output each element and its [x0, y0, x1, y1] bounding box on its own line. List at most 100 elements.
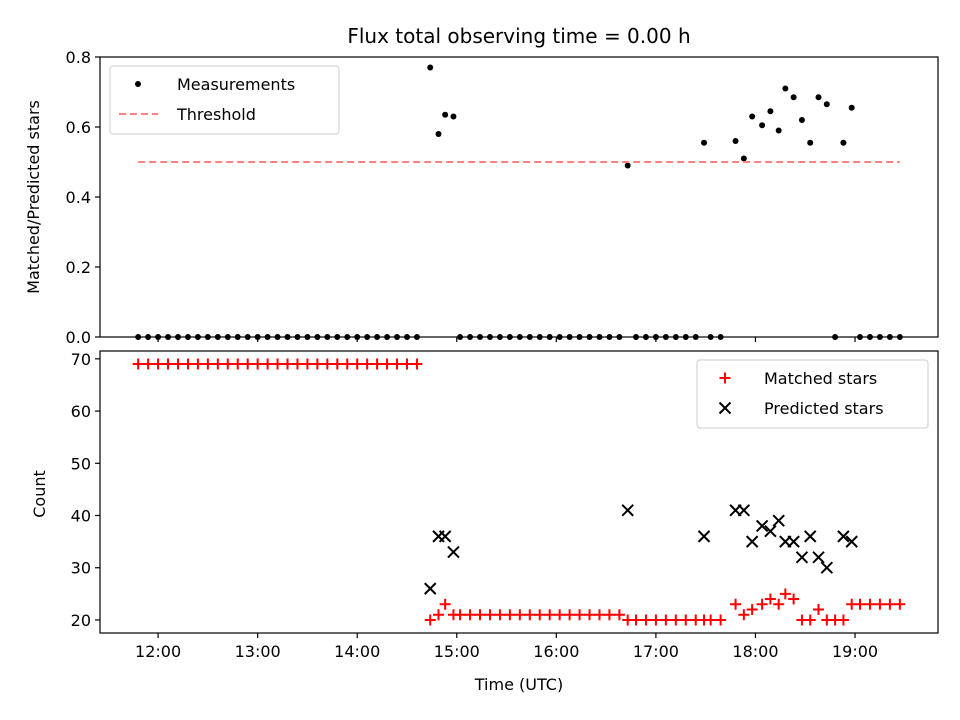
- measurement-point: [194, 334, 201, 340]
- measurement-point: [652, 334, 659, 340]
- measurement-point: [876, 334, 883, 340]
- matched-stars-point: [321, 358, 333, 370]
- measurement-point: [506, 334, 513, 340]
- measurement-point: [155, 334, 162, 340]
- predicted-stars-point: [621, 504, 634, 517]
- measurement-point: [496, 334, 503, 340]
- measurement-point: [477, 334, 484, 340]
- bottom-x-axis-label: Time (UTC): [474, 675, 563, 694]
- matched-stars-point: [424, 614, 436, 626]
- predicted-stars-point: [438, 530, 452, 543]
- measurement-point: [324, 334, 331, 340]
- bottom-x-tick-label: 12:00: [135, 642, 181, 661]
- matched-stars-point: [351, 358, 363, 370]
- matched-stars-point: [554, 609, 566, 621]
- matched-stars-point: [837, 614, 849, 626]
- matched-stars-point: [371, 358, 383, 370]
- matched-stars-point: [504, 609, 516, 621]
- matched-stars-point: [584, 609, 596, 621]
- matched-stars-point: [262, 358, 274, 370]
- measurement-point: [450, 113, 457, 120]
- matched-stars-point: [464, 609, 476, 621]
- top-legend-box: [109, 65, 340, 135]
- bottom-legend-box: [696, 359, 929, 429]
- matched-stars-point: [640, 614, 652, 626]
- measurement-point: [403, 334, 410, 340]
- matched-stars-point: [132, 358, 144, 370]
- measurement-point: [662, 334, 669, 340]
- measurement-point: [314, 334, 321, 340]
- bottom-x-tick-label: 15:00: [434, 642, 480, 661]
- predicted-stars-point: [745, 535, 759, 548]
- matched-stars-point: [534, 609, 546, 621]
- matched-stars-point: [574, 609, 586, 621]
- bottom-data-marks: [132, 358, 906, 626]
- measurement-point: [807, 139, 814, 146]
- measurement-point: [701, 139, 708, 146]
- measurement-point: [596, 334, 603, 340]
- bottom-panel: 12:00 13:00 14:00 15:00 16:00 17:00 18:00 19:00…: [71, 350, 939, 661]
- predicted-stars-point: [837, 530, 850, 543]
- matched-stars-point: [773, 598, 785, 610]
- predicted-stars-point: [845, 535, 858, 548]
- matched-stars-point: [874, 598, 886, 610]
- measurement-point: [823, 101, 830, 108]
- predicted-stars-point: [737, 504, 751, 517]
- measurement-point: [749, 113, 756, 120]
- matched-stars-point: [439, 598, 451, 610]
- measurement-point: [427, 64, 434, 71]
- measurement-point: [264, 334, 271, 340]
- measurement-point: [790, 94, 797, 101]
- measurement-point: [364, 334, 371, 340]
- bottom-y-tick-label: 40: [71, 507, 91, 526]
- predicted-stars-point: [812, 551, 825, 564]
- top-y-tick-label: 0.6: [66, 118, 91, 137]
- matched-stars-point: [630, 614, 642, 626]
- matched-stars-point: [212, 358, 224, 370]
- measurement-point: [682, 334, 689, 340]
- matched-stars-point: [252, 358, 264, 370]
- measurement-point: [334, 334, 341, 340]
- matched-stars-point: [361, 358, 373, 370]
- measurement-point: [566, 334, 573, 340]
- legend-label: Measurements: [177, 75, 295, 94]
- predicted-stars-point: [804, 530, 817, 543]
- bottom-x-tick-label: 14:00: [334, 642, 380, 661]
- matched-stars-point: [494, 609, 506, 621]
- matched-stars-point: [670, 614, 682, 626]
- bottom-y-axis-label: Count: [30, 470, 49, 518]
- matched-stars-point: [715, 614, 727, 626]
- measurement-point: [467, 334, 474, 340]
- measurement-point: [442, 111, 449, 118]
- matched-stars-point: [301, 358, 313, 370]
- bottom-y-tick-label: 50: [71, 454, 91, 473]
- measurement-point: [516, 334, 523, 340]
- bottom-x-tick-label: 18:00: [732, 642, 778, 661]
- measurement-point: [486, 334, 493, 340]
- matched-stars-point: [746, 604, 758, 615]
- measurement-point: [284, 334, 291, 340]
- matched-stars-point: [291, 358, 303, 370]
- matched-stars-point: [804, 614, 816, 626]
- bottom-y-tick-label: 60: [71, 402, 91, 421]
- matched-stars-point: [454, 609, 466, 621]
- measurement-point: [174, 334, 181, 340]
- matched-stars-point: [222, 358, 234, 370]
- matched-stars-point: [341, 358, 353, 370]
- bottom-x-tick-label: 19:00: [832, 642, 878, 661]
- measurement-point: [413, 334, 420, 340]
- bottom-x-tick-label: 16:00: [533, 642, 579, 661]
- predicted-stars-point: [424, 582, 437, 595]
- measurement-point: [234, 334, 241, 340]
- measurement-point: [457, 334, 464, 340]
- top-y-axis-label: Matched/Predicted stars: [24, 100, 43, 294]
- measurement-point: [832, 334, 839, 340]
- measurement-point: [717, 334, 724, 340]
- measurement-point: [692, 334, 699, 340]
- matched-stars-point: [613, 609, 625, 621]
- measurement-point: [759, 122, 766, 129]
- predicted-stars-point: [764, 524, 777, 538]
- measurement-point: [732, 138, 739, 144]
- bottom-x-tick-label: 17:00: [633, 642, 679, 661]
- matched-stars-point: [593, 609, 605, 621]
